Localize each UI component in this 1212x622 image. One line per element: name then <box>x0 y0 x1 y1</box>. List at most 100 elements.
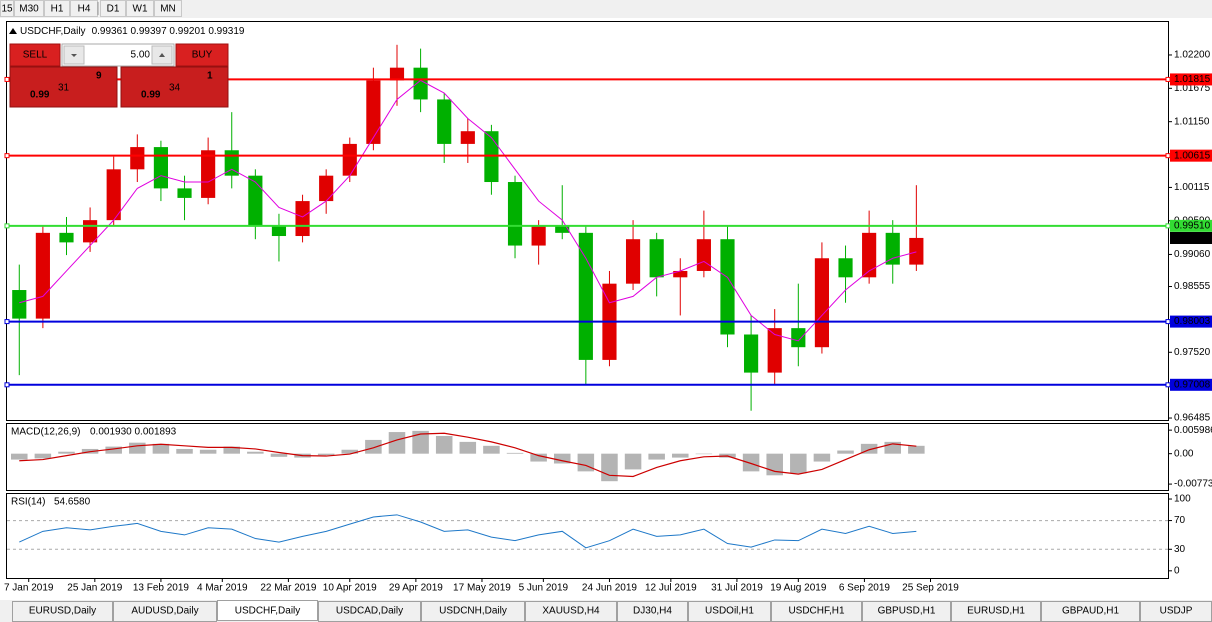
macd-title: MACD(12,26,9) <box>11 427 80 438</box>
bid-pips[interactable]: 31 <box>58 83 70 94</box>
timeframe-label[interactable]: MN <box>160 4 176 15</box>
candle-body <box>767 328 782 373</box>
level-handle <box>4 76 10 82</box>
tab-label[interactable]: XAUUSD,H4 <box>542 606 600 617</box>
ask-fraction[interactable]: 1 <box>207 71 213 82</box>
macd-bar <box>506 452 524 454</box>
tab-label[interactable]: USDCHF,Daily <box>235 606 301 617</box>
candle-body <box>862 232 877 278</box>
x-tick-label: 10 Apr 2019 <box>323 583 377 594</box>
y-tick-label: -0.007737 <box>1174 479 1212 490</box>
candle-body <box>578 232 593 360</box>
last-price-box <box>1170 231 1212 244</box>
timeframe-label[interactable]: W1 <box>133 4 148 15</box>
candle-body <box>649 239 664 278</box>
macd-bar <box>695 453 713 455</box>
y-tick-label: 0.00 <box>1174 448 1194 459</box>
macd-bar <box>11 453 28 460</box>
timeframe-button[interactable] <box>126 0 154 17</box>
timeframe-button[interactable] <box>154 0 182 17</box>
x-tick-label: 19 Aug 2019 <box>770 583 827 594</box>
ask-box[interactable] <box>120 66 229 108</box>
timeframe-label[interactable]: M30 <box>19 4 39 15</box>
candle-body <box>130 147 145 170</box>
macd-bar <box>483 445 500 454</box>
last-price-label: 0.99319 <box>1174 233 1211 244</box>
rsi-value: 54.6580 <box>54 497 91 508</box>
macd-bar <box>317 453 335 456</box>
macd-bar <box>884 441 902 454</box>
sell-button[interactable] <box>9 43 61 67</box>
level-price-label: 1.01815 <box>1174 74 1211 85</box>
macd-frame <box>6 423 1169 491</box>
rsi-frame <box>6 493 1169 579</box>
tab-label[interactable]: AUDUSD,Daily <box>131 606 198 617</box>
candle-body <box>271 226 287 237</box>
timeframe-label[interactable]: H4 <box>78 4 91 15</box>
y-tick-label: 0.96485 <box>1174 413 1211 424</box>
candle-body <box>460 131 475 144</box>
candle-body <box>201 150 216 198</box>
macd-bar <box>790 453 807 474</box>
timeframe-label[interactable]: D1 <box>107 4 120 15</box>
tab-label[interactable]: USDOil,H1 <box>705 606 754 617</box>
x-tick-label: 6 Sep 2019 <box>839 583 891 594</box>
candle-body <box>83 220 98 243</box>
tab-label[interactable]: EURUSD,H1 <box>967 606 1025 617</box>
tab-label[interactable]: EURUSD,Daily <box>29 606 96 617</box>
tab-label[interactable]: DJ30,H4 <box>633 606 672 617</box>
level-price-label: 0.97008 <box>1174 379 1211 390</box>
bid-prefix[interactable]: 0.99 <box>30 90 50 101</box>
level-price-box <box>1170 149 1212 162</box>
x-tick-label: 24 Jun 2019 <box>582 583 637 594</box>
candle-body <box>720 239 735 335</box>
lot-value[interactable]: 5.00 <box>131 50 151 61</box>
macd-bar <box>672 453 689 458</box>
timeframe-button[interactable] <box>0 0 14 17</box>
x-tick-label: 25 Sep 2019 <box>902 583 959 594</box>
x-tick-label: 12 Jul 2019 <box>645 583 697 594</box>
y-tick-label: 0.98555 <box>1174 281 1211 292</box>
ask-prefix[interactable]: 0.99 <box>141 90 161 101</box>
y-tick-label: 1.01675 <box>1174 83 1211 94</box>
macd-signal <box>19 432 917 478</box>
macd-bar <box>58 451 75 454</box>
ask-pips[interactable]: 34 <box>169 83 181 94</box>
tab[interactable] <box>217 600 318 621</box>
tab-label[interactable]: USDCHF,H1 <box>788 606 845 617</box>
tab-label[interactable]: USDCAD,Daily <box>336 606 403 617</box>
macd-bar <box>199 449 217 454</box>
tab-label[interactable]: GBPAUD,H1 <box>1062 606 1119 617</box>
timeframe-button[interactable] <box>100 0 126 17</box>
buy-label[interactable]: BUY <box>192 50 213 61</box>
sell-label[interactable]: SELL <box>23 50 48 61</box>
symbol: USDCHF,Daily <box>20 26 86 37</box>
level-handle <box>1165 223 1171 229</box>
lot-field[interactable] <box>61 43 175 67</box>
macd-bar <box>129 442 146 454</box>
bid-box[interactable] <box>9 66 118 108</box>
y-tick-label: 1.01150 <box>1174 116 1210 127</box>
timeframe-button[interactable] <box>44 0 70 17</box>
macd-bar <box>908 445 925 454</box>
ohlc: 0.99361 0.99397 0.99201 0.99319 <box>92 26 245 37</box>
candle-body <box>366 80 381 144</box>
bid-fraction[interactable]: 9 <box>96 71 102 82</box>
tab-label[interactable]: GBPUSD,H1 <box>878 606 936 617</box>
buy-button[interactable] <box>175 43 229 67</box>
candle-body <box>885 232 900 265</box>
tab-label[interactable]: USDCNH,Daily <box>439 606 507 617</box>
timeframe-label[interactable]: H1 <box>51 4 64 15</box>
moving-average <box>19 79 917 342</box>
timeframe-label[interactable]: 15 <box>1 4 13 15</box>
x-tick-label: 5 Jun 2019 <box>519 583 569 594</box>
level-price-label: 0.99510 <box>1174 221 1211 232</box>
timeframe-button[interactable] <box>14 0 44 17</box>
level-handle <box>1165 153 1171 159</box>
candle-body <box>625 239 641 284</box>
macd-bar <box>105 446 122 454</box>
candle-body <box>153 147 169 189</box>
candle-body <box>744 334 759 373</box>
tab-label[interactable]: USDJP <box>1160 606 1193 617</box>
candle-body <box>437 99 452 144</box>
